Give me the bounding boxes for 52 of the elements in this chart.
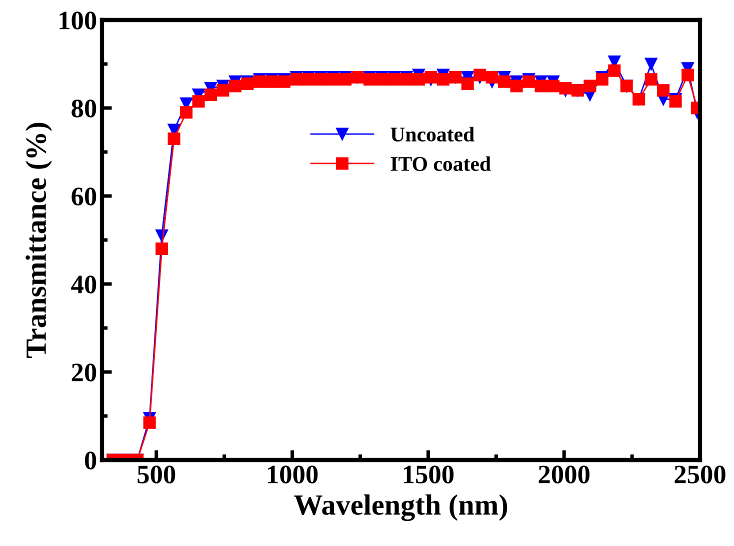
point [584, 80, 596, 92]
point [644, 73, 658, 86]
y-tick-label: 40 [71, 276, 96, 294]
point [290, 73, 303, 86]
point [363, 73, 376, 86]
point [486, 70, 498, 84]
point [534, 80, 548, 92]
y-tick-label: 20 [72, 364, 96, 382]
x-tick-label: 1000 [268, 466, 318, 484]
point [596, 73, 608, 86]
point [216, 84, 230, 97]
x-axis-title: Wavelength (nm) [294, 494, 508, 522]
y-tick-label: 0 [84, 452, 96, 470]
point [376, 73, 388, 86]
point [498, 75, 511, 88]
point [400, 73, 413, 86]
point [156, 242, 168, 256]
point [192, 95, 205, 108]
point [608, 64, 621, 77]
x-tick-label: 2000 [538, 466, 590, 484]
point [546, 80, 560, 92]
point [228, 80, 242, 92]
point [326, 73, 340, 86]
point [143, 416, 156, 429]
x-tick-label: 500 [138, 466, 176, 484]
y-tick-label: 80 [72, 100, 96, 118]
point [461, 78, 474, 90]
point [657, 84, 670, 97]
point [424, 70, 438, 84]
point [669, 95, 682, 108]
point [241, 78, 254, 90]
legend-label: Uncoated [390, 126, 474, 142]
point [682, 68, 694, 82]
point [180, 106, 193, 119]
y-tick-label: 100 [60, 12, 96, 30]
point [559, 82, 572, 94]
point [388, 73, 400, 86]
point [168, 132, 180, 146]
point [644, 58, 658, 70]
point [412, 73, 425, 86]
point [436, 73, 450, 86]
point [314, 73, 328, 86]
point [339, 73, 352, 86]
point [302, 73, 315, 86]
y-tick-label: 60 [72, 188, 96, 206]
x-tick-label: 2500 [674, 466, 726, 484]
point [474, 68, 486, 82]
point [510, 80, 523, 92]
y-axis-title: Transmittance (%) [26, 122, 52, 358]
point [204, 88, 217, 102]
legend-label: ITO coated [390, 156, 491, 171]
x-tick-label: 1500 [404, 466, 454, 484]
